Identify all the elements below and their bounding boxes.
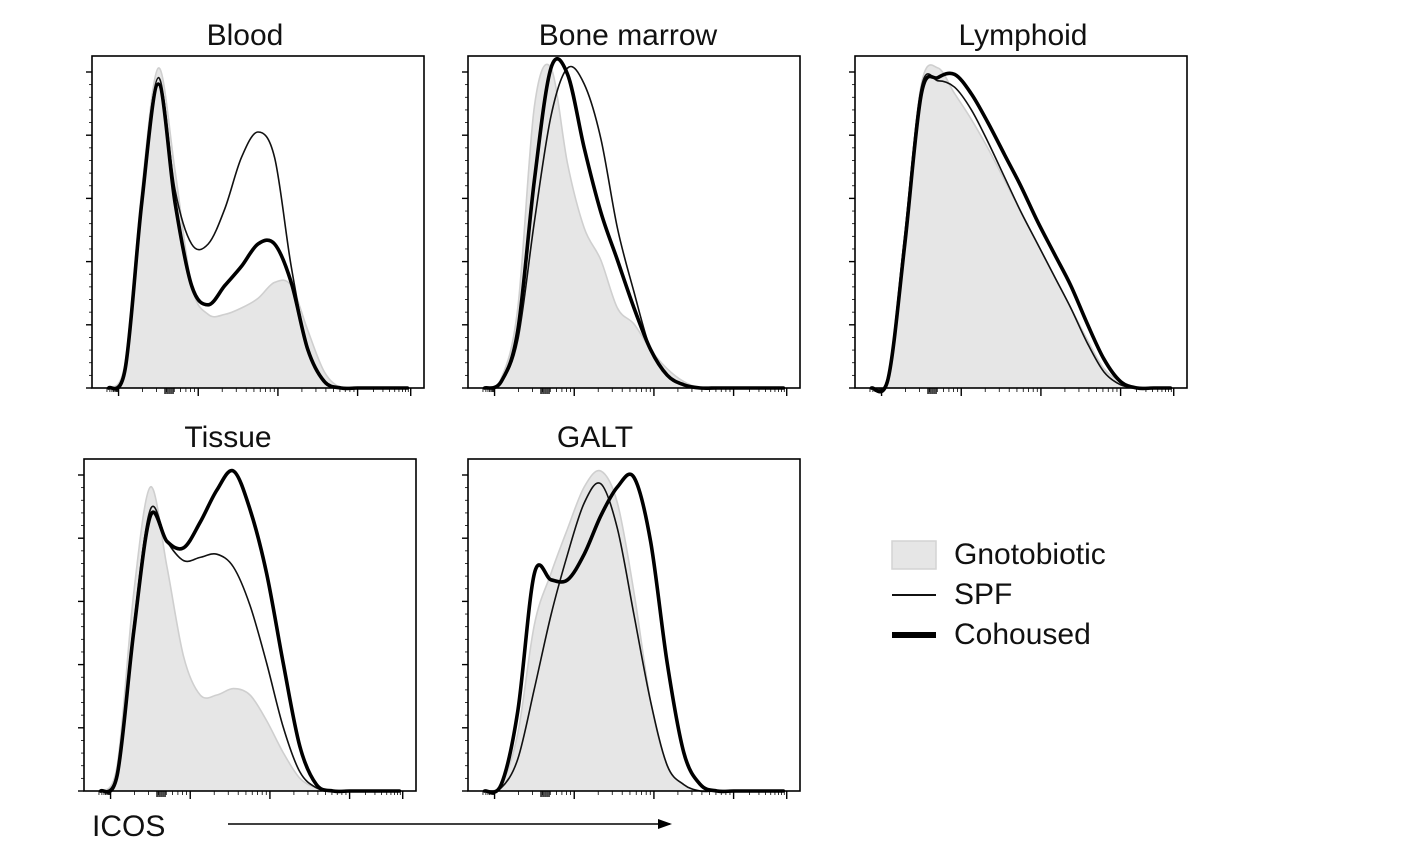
series-area-gnotobiotic-lymphoid (871, 64, 1171, 391)
series-line-cohoused-lymphoid (869, 71, 1173, 394)
plot-frame-lymphoid (854, 55, 1188, 389)
series-area-gnotobiotic-tissue (100, 486, 400, 792)
panel-title-galt: GALT (556, 421, 634, 454)
panel-bone-marrow (462, 55, 801, 396)
series-area-gnotobiotic-bone-marrow (484, 64, 784, 389)
plot-frame-blood (91, 55, 425, 389)
legend-label-cohoused: Cohoused (954, 618, 1091, 651)
series-area-gnotobiotic-blood (108, 67, 408, 390)
plot-frame-tissue (83, 458, 417, 792)
panel-tissue (78, 458, 417, 799)
legend-item-gnotobiotic: Gnotobiotic (890, 535, 1190, 575)
legend-swatch-spf (892, 594, 936, 596)
legend-label-gnotobiotic: Gnotobiotic (954, 538, 1106, 571)
panel-lymphoid (849, 55, 1188, 396)
series-area-gnotobiotic-galt (484, 470, 784, 792)
legend: Gnotobiotic SPF Cohoused (890, 535, 1190, 655)
legend-item-cohoused: Cohoused (890, 615, 1190, 655)
panel-title-tissue: Tissue (184, 421, 272, 454)
plot-frame-galt (467, 458, 801, 792)
plot-frame-bone-marrow (467, 55, 801, 389)
panel-blood (86, 55, 425, 396)
panel-title-lymphoid: Lymphoid (958, 19, 1088, 52)
legend-item-spf: SPF (890, 575, 1190, 615)
legend-swatch-cohoused (892, 632, 936, 638)
legend-swatch-gnotobiotic (891, 540, 937, 570)
legend-label-spf: SPF (954, 578, 1013, 611)
panel-galt (462, 458, 801, 799)
panel-title-bone-marrow: Bone marrow (538, 19, 718, 52)
x-axis-label: ICOS (92, 810, 166, 843)
panel-title-blood: Blood (206, 19, 284, 52)
